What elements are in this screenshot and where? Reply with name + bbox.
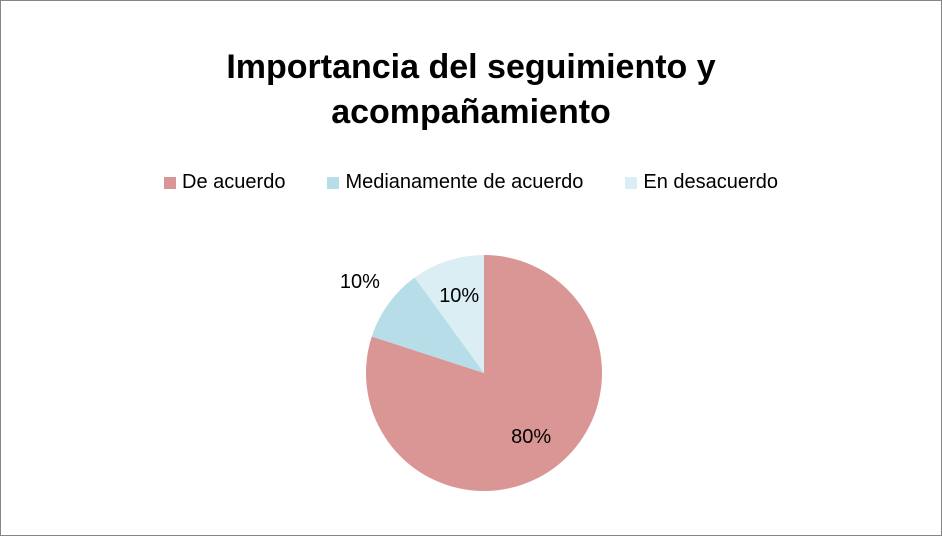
data-label: 10% [340,271,380,293]
legend-item: Medianamente de acuerdo [327,171,583,194]
legend-label: De acuerdo [182,171,286,193]
legend-swatch [164,176,177,189]
pie-slice [414,255,484,373]
legend-swatch [625,176,638,189]
pie-slice [371,277,484,373]
data-label: 80% [511,426,551,448]
legend-item: En desacuerdo [625,171,778,194]
legend-swatch [327,176,340,189]
legend-item: De acuerdo [164,171,285,194]
legend: De acuerdo Medianamente de acuerdo En desa… [1,171,941,194]
legend-label: En desacuerdo [643,171,778,193]
data-label: 10% [439,285,479,307]
chart-title: Importancia del seguimiento y acompañami… [226,48,716,131]
legend-label: Medianamente de acuerdo [345,171,584,193]
